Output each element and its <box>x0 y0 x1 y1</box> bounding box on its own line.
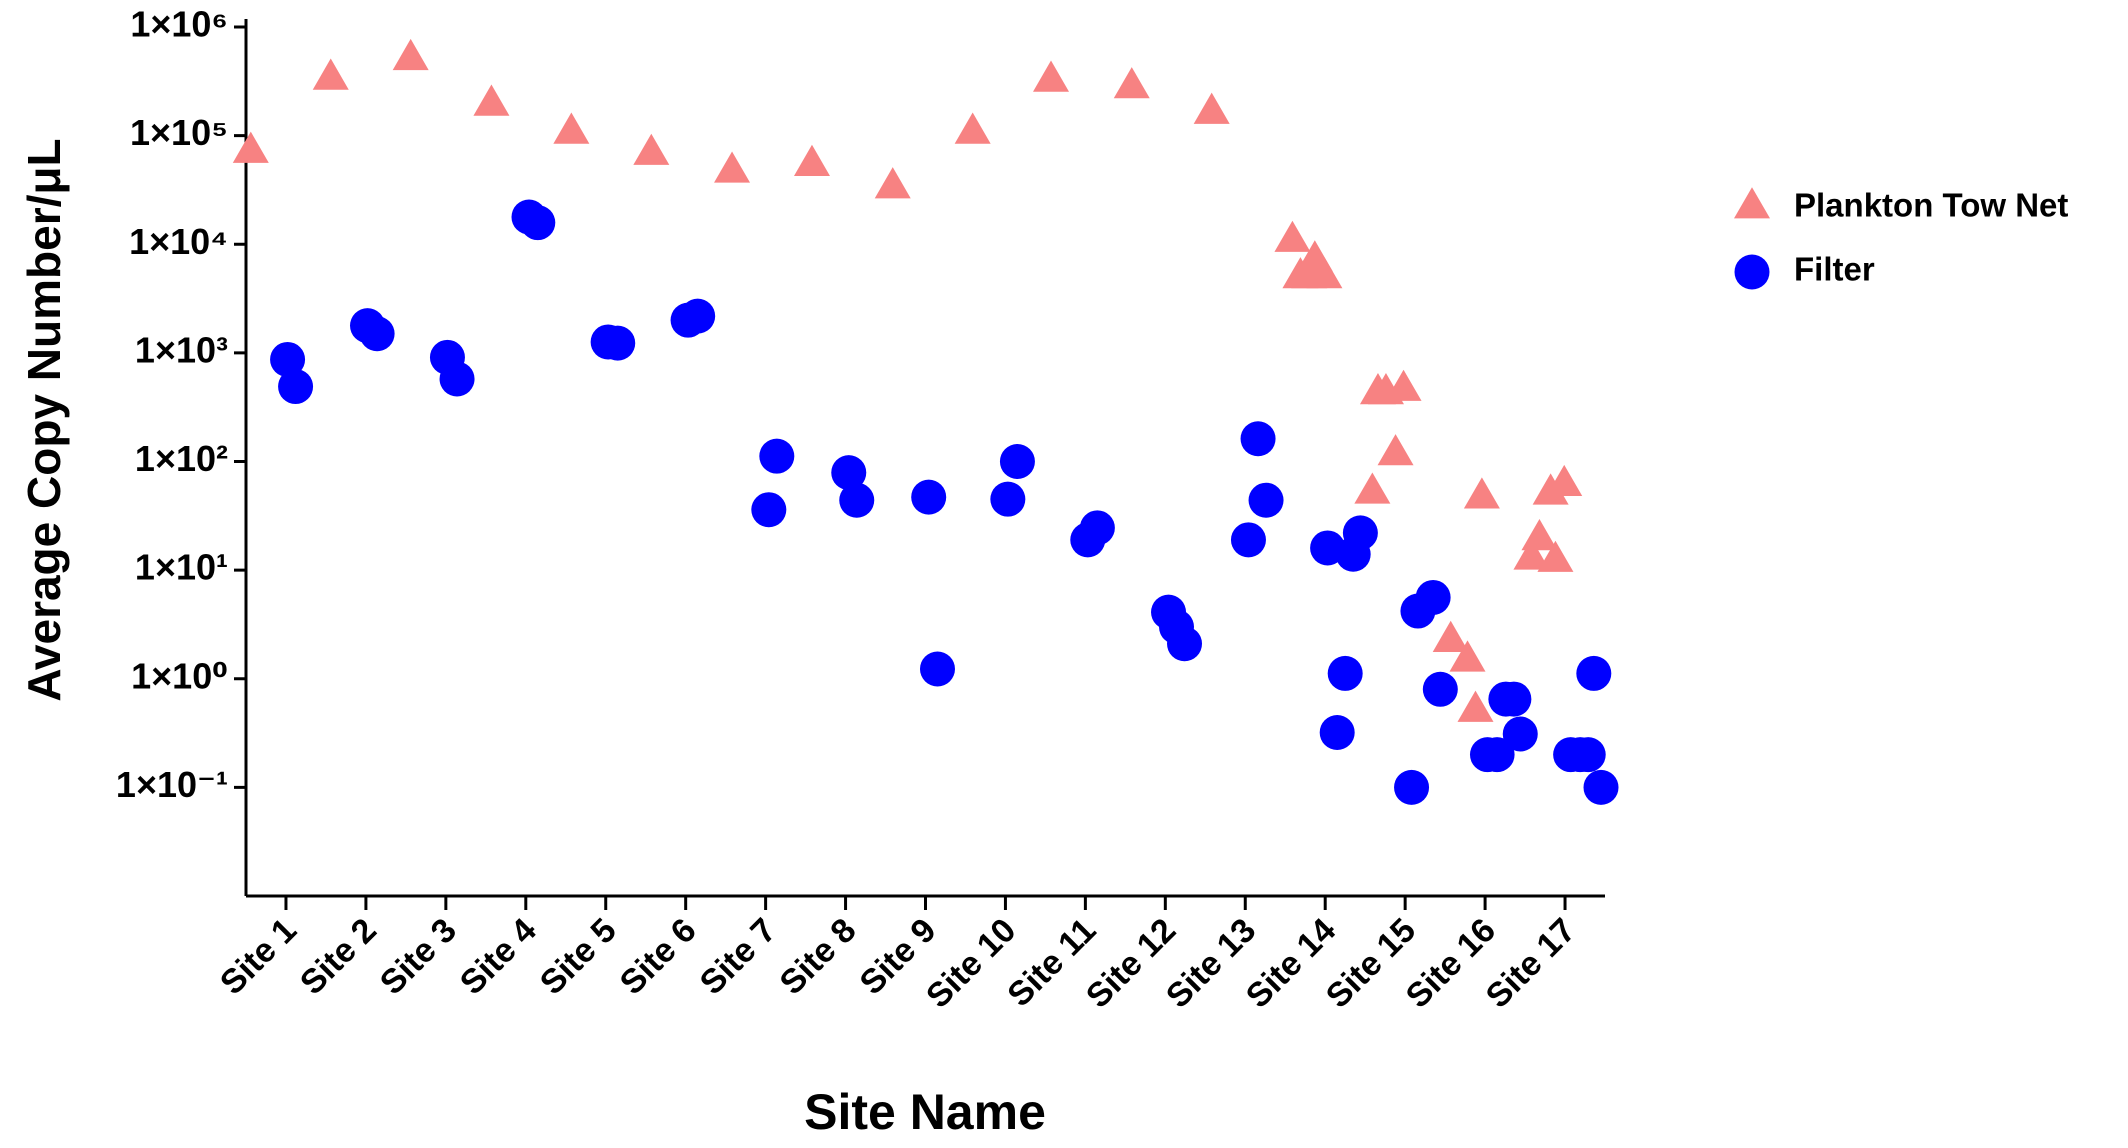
x-tick-label: Site 4 <box>453 911 544 1002</box>
circle-marker <box>1248 482 1284 518</box>
triangle-marker <box>1193 92 1230 124</box>
triangle-marker <box>473 84 510 116</box>
triangle-marker <box>1033 60 1070 92</box>
circle-marker <box>911 479 947 515</box>
legend-marker <box>1734 187 1770 219</box>
triangle-marker <box>1274 220 1311 252</box>
triangle-marker <box>392 38 429 71</box>
x-tick-label: Site 12 <box>1079 911 1183 1015</box>
circle-marker <box>1496 681 1532 717</box>
circle-marker <box>1327 655 1363 691</box>
circle-marker <box>999 444 1035 479</box>
y-tick-label: 1×10¹ <box>135 547 228 588</box>
triangle-marker <box>1457 690 1494 722</box>
circle-marker <box>439 361 475 397</box>
circle-marker <box>1240 421 1276 457</box>
triangle-marker <box>312 58 349 90</box>
circle-marker <box>520 205 556 241</box>
triangle-marker <box>1432 620 1469 652</box>
x-tick-label: Site 1 <box>213 911 304 1002</box>
circle-marker <box>1583 769 1619 805</box>
legend-label: Filter <box>1794 251 1875 288</box>
triangle-marker <box>1113 67 1150 99</box>
circle-marker <box>919 651 955 687</box>
y-tick-label: 1×10³ <box>135 329 228 370</box>
y-tick-label: 1×10⁶ <box>130 4 228 45</box>
circle-marker <box>1079 510 1115 546</box>
x-tick-label: Site 6 <box>613 911 704 1002</box>
y-tick-label: 1×10⁵ <box>130 112 228 153</box>
legend-marker <box>1734 254 1770 290</box>
circle-marker <box>990 481 1026 517</box>
circle-marker <box>1230 522 1266 558</box>
x-tick-label: Site 3 <box>373 911 464 1002</box>
circle-marker <box>680 298 716 334</box>
circle-marker <box>1167 626 1203 662</box>
triangle-marker <box>714 151 751 183</box>
circle-marker <box>1576 655 1612 691</box>
triangle-marker <box>1449 640 1486 672</box>
x-tick-label: Site 14 <box>1239 911 1343 1015</box>
circle-marker <box>1415 579 1451 615</box>
legend-label: Plankton Tow Net <box>1794 187 2068 224</box>
x-tick-label: Site 5 <box>533 911 624 1002</box>
x-tick-label: Site 15 <box>1319 911 1423 1015</box>
circle-marker <box>1502 716 1538 752</box>
triangle-marker <box>1463 477 1500 509</box>
x-tick-label: Site 16 <box>1399 911 1503 1015</box>
x-tick-label: Site 13 <box>1159 911 1263 1015</box>
x-tick-label: Site 8 <box>773 911 864 1002</box>
triangle-marker <box>1377 434 1414 466</box>
triangle-marker <box>633 133 670 165</box>
triangle-marker <box>793 144 830 176</box>
circle-marker <box>1319 715 1355 751</box>
circle-marker <box>600 325 636 361</box>
circle-marker <box>831 455 867 491</box>
circle-marker <box>1394 769 1430 805</box>
circle-marker <box>270 341 306 377</box>
circle-marker <box>359 316 395 352</box>
triangle-marker <box>874 167 911 199</box>
x-tick-label: Site 17 <box>1479 911 1583 1015</box>
triangle-marker <box>1354 472 1391 504</box>
triangle-marker <box>1385 369 1422 401</box>
triangle-marker <box>232 131 269 163</box>
y-tick-label: 1×10⁴ <box>129 221 228 262</box>
triangle-marker <box>1546 464 1583 496</box>
x-tick-label: Site 7 <box>693 911 784 1002</box>
y-tick-label: 1×10² <box>135 438 228 479</box>
circle-marker <box>839 482 875 518</box>
circle-marker <box>1570 737 1606 773</box>
triangle-marker <box>1513 538 1550 570</box>
x-axis-title: Site Name <box>804 1084 1046 1140</box>
triangle-marker <box>1537 540 1574 572</box>
y-tick-label: 1×10⁻¹ <box>116 764 228 805</box>
circle-marker <box>278 369 314 405</box>
triangle-marker <box>954 112 991 144</box>
circle-marker <box>1342 515 1378 551</box>
triangle-marker <box>1521 519 1558 551</box>
circle-marker <box>1479 737 1515 773</box>
circle-marker <box>751 492 787 528</box>
circle-marker <box>759 438 795 474</box>
triangle-marker <box>553 112 590 144</box>
y-axis-title: Average Copy Number/μL <box>18 138 70 701</box>
y-tick-label: 1×10⁰ <box>131 655 228 696</box>
x-tick-label: Site 2 <box>293 911 384 1002</box>
circle-marker <box>1422 671 1458 707</box>
triangle-marker <box>1306 257 1343 289</box>
x-tick-label: Site 10 <box>919 911 1023 1015</box>
